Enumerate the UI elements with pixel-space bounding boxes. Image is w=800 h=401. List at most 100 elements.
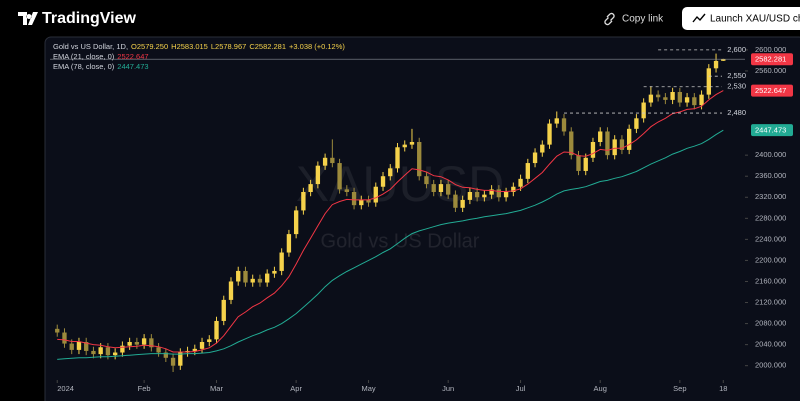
- candle-body: [605, 131, 610, 156]
- x-tick-label: 18: [719, 384, 727, 393]
- y-tick-label: 2320.000: [755, 192, 786, 201]
- x-tick-label: Jun: [442, 384, 454, 393]
- candle-body: [243, 270, 248, 283]
- candle-body: [76, 342, 82, 350]
- x-tick-label: Jul: [516, 384, 526, 393]
- y-tick-label: 2360.000: [755, 171, 786, 180]
- copy-link-button[interactable]: Copy link: [604, 12, 664, 26]
- candle-body: [692, 97, 697, 106]
- level-label: 2,600: [727, 45, 746, 54]
- candle-body: [619, 139, 625, 150]
- ohlc-value: H2583.015: [171, 42, 208, 51]
- launch-label: Launch XAU/USD ch: [710, 14, 800, 25]
- candle-body: [554, 118, 559, 124]
- candle-body: [626, 128, 632, 150]
- link-icon: [604, 12, 615, 26]
- candle-body: [706, 68, 711, 95]
- candle-body: [163, 352, 169, 358]
- x-tick-label: May: [361, 384, 375, 393]
- price-axis: 2000.000 2040.000 2080.000 2120.000 2160.000…: [56, 45, 793, 393]
- candle-body: [170, 357, 176, 366]
- y-tick-label: 2160.000: [755, 276, 786, 285]
- candle-body: [438, 184, 444, 192]
- candle-body: [315, 165, 321, 185]
- ohlc-value: L2578.967: [211, 42, 246, 51]
- candle-body: [417, 142, 422, 177]
- candle-body: [511, 186, 516, 192]
- candle-body: [583, 157, 588, 171]
- y-tick-label: 2120.000: [755, 298, 786, 307]
- legend-value: 2447.473: [117, 62, 148, 71]
- candle-body: [330, 157, 335, 164]
- candle-body: [576, 155, 581, 171]
- candle-body: [105, 347, 111, 356]
- x-tick-label: Mar: [210, 384, 223, 393]
- candle-body: [112, 352, 118, 356]
- candle-body: [670, 92, 675, 100]
- candle-body: [532, 152, 538, 164]
- candle-body: [279, 252, 284, 271]
- candle-body: [156, 347, 161, 353]
- price-badge-label: 2582.281: [755, 55, 786, 64]
- level-label: 2,550: [727, 71, 746, 80]
- ohlc-value: C2582.281: [249, 42, 286, 51]
- y-tick-label: 2560.000: [755, 66, 786, 75]
- launch-button-bg: [682, 7, 800, 30]
- candle-body: [257, 278, 263, 283]
- candle-body: [453, 194, 458, 208]
- candle-body: [431, 184, 436, 192]
- ohlc-value: O2579.250: [131, 42, 168, 51]
- candle-body: [373, 186, 378, 203]
- candle-body: [228, 281, 234, 300]
- candle-body: [699, 94, 704, 106]
- candle-body: [721, 59, 726, 61]
- logo[interactable]: TradingView: [18, 10, 137, 27]
- candle-body: [62, 332, 67, 344]
- candle-body: [236, 270, 241, 282]
- price-badge-label: 2522.647: [755, 86, 786, 95]
- candle-body: [98, 347, 103, 355]
- candle-body: [641, 102, 646, 119]
- y-tick-label: 2040.000: [755, 340, 786, 349]
- candle-body: [149, 338, 154, 348]
- y-tick-label: 2240.000: [755, 234, 786, 243]
- chart-panel: [44, 36, 800, 401]
- candle-body: [207, 339, 212, 342]
- x-tick-label: 2024: [57, 384, 74, 393]
- candle-body: [713, 60, 719, 69]
- candle-body: [141, 338, 147, 345]
- candle-body: [359, 199, 364, 206]
- candle-body: [402, 144, 407, 148]
- legend: Gold vs US Dollar, 1D, O2579.250 H2583.015…: [53, 42, 345, 71]
- candle-body: [496, 189, 502, 198]
- legend-value: 2522.647: [117, 52, 148, 61]
- y-tick-label: 2600.000: [755, 45, 786, 54]
- y-tick-label: 2400.000: [755, 150, 786, 159]
- candle-body: [351, 192, 357, 206]
- level-label: 2,480: [727, 108, 746, 117]
- candle-body: [134, 342, 140, 345]
- candle-body: [214, 320, 219, 340]
- candle-body: [547, 123, 552, 145]
- chart-icon: [692, 13, 706, 23]
- x-tick-label: Sep: [673, 384, 686, 393]
- price-badge: [751, 84, 793, 97]
- candle-body: [612, 139, 617, 156]
- legend-entry: EMA (78, close, 0): [53, 62, 115, 71]
- candle-body: [598, 131, 603, 142]
- candle-body: [388, 168, 393, 177]
- candle-body: [91, 350, 96, 355]
- candle-body: [120, 345, 125, 353]
- price-badge-label: 2447.473: [755, 126, 786, 135]
- candle-body: [308, 184, 313, 192]
- candle-body: [337, 163, 342, 190]
- candle-body: [503, 192, 509, 198]
- candle-body: [286, 234, 292, 253]
- candle-body: [265, 273, 270, 283]
- candle-body: [178, 352, 183, 366]
- candle-body: [663, 97, 668, 100]
- launch-button[interactable]: Launch XAU/USD ch: [682, 7, 800, 30]
- y-tick-label: 2200.000: [755, 255, 786, 264]
- candle-body: [525, 163, 530, 179]
